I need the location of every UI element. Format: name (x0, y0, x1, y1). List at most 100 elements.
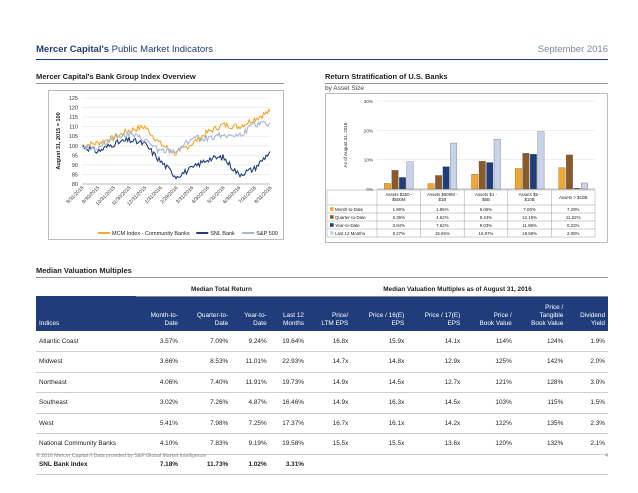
y-tick-label: 110 (69, 125, 78, 131)
bar (522, 153, 530, 190)
table-cell: 128% (514, 372, 567, 393)
table-cell: 14.9x (306, 392, 352, 414)
page-title: Mercer Capital's Public Market Indicator… (36, 44, 214, 55)
bar (471, 174, 479, 190)
table-header-row: Indices Month-to- Date Quarter-to- Date Year-… (36, 296, 608, 331)
category-label: Assets $1 -$5B (475, 192, 497, 202)
table-cell: Midwest (36, 351, 136, 373)
page-header: Mercer Capital's Public Market Indicator… (36, 44, 608, 58)
table-cell: 7.26% (180, 392, 232, 414)
bar (566, 154, 573, 190)
series-label: Month-to-Date (335, 207, 364, 212)
table-cell: 9.19% (231, 433, 270, 455)
stratification-rule (325, 83, 608, 84)
series-line (81, 135, 271, 180)
table-cell: West (36, 413, 136, 434)
table-cell: 7.25% (231, 413, 270, 434)
table-cell: 11.73% (180, 454, 232, 475)
line-chart: 125 120 115 110 105 100 95 90 85 80 August 31, 201… (56, 96, 278, 237)
y-tick-label: 115 (69, 115, 78, 121)
data-label: 9.27% (393, 231, 406, 236)
column-header: Dividend Yield (566, 296, 608, 331)
table-cell: 135% (514, 413, 567, 434)
footer: © 2016 Mercer Capital // Data provided b… (36, 453, 608, 459)
table-cell: 2.1% (566, 433, 608, 455)
data-label: 15.66% (435, 231, 450, 236)
table-cell: 7.98% (180, 413, 232, 434)
table-cell: 5.41% (136, 413, 181, 434)
data-label: 9.03% (480, 223, 493, 228)
data-table-frame (326, 189, 596, 238)
data-label: 4.62% (436, 215, 449, 220)
bar (406, 161, 414, 190)
series-label: Last 12 Months (335, 231, 366, 236)
data-label: 11.88% (522, 223, 537, 228)
table-cell: 4.10% (136, 433, 181, 455)
y-tick-label: 30% (364, 99, 373, 104)
bar (399, 177, 406, 190)
index-overview-rule (36, 83, 284, 84)
table-cell: 14.5x (351, 372, 408, 393)
data-label: 7.29% (567, 207, 580, 212)
table-cell: 15.9x (351, 331, 408, 352)
legend-swatch (330, 223, 334, 227)
y-tick-label: 80 (72, 182, 78, 188)
table-cell: 121% (463, 372, 515, 393)
bar (558, 167, 566, 190)
column-header: Price / Book Value (463, 296, 515, 331)
footer-text: © 2016 Mercer Capital // Data provided b… (36, 453, 207, 459)
table-cell: National Community Banks (36, 433, 136, 455)
stratification-title: Return Stratification of U.S. Banks (325, 72, 448, 81)
legend-swatch (330, 215, 334, 219)
column-header: Month-to- Date (136, 296, 181, 331)
table-cell: 7.09% (180, 331, 232, 352)
table-cell: 1.9% (566, 331, 608, 352)
group-total-return: Median Total Return (136, 283, 307, 297)
data-label: 6.36% (393, 215, 406, 220)
table-cell: 3.57% (136, 331, 181, 352)
bar (478, 161, 486, 190)
table-row: West 5.41% 7.98% 7.25% 17.37% 16.7x 16.1x 14.2x… (36, 413, 608, 434)
y-tick-label: 85 (72, 172, 78, 178)
table-cell (463, 454, 515, 475)
y-tick-label: 105 (69, 134, 78, 140)
table-cell: 4.06% (136, 372, 181, 393)
column-header: Price / 17(E) EPS (407, 296, 464, 331)
table-cell: 1.5% (566, 392, 608, 414)
y-axis-label: As of August 31, 2016 (343, 122, 348, 167)
table-cell: 19.73% (269, 372, 307, 393)
table-cell: 2.0% (566, 351, 608, 373)
legend-label: SNL Bank (210, 231, 235, 237)
table-row: Midwest 3.66% 8.53% 11.01% 22.93% 14.7x 14.8x 1… (36, 351, 608, 373)
legend-swatch (330, 231, 334, 235)
table-cell: 3.02% (136, 392, 181, 414)
series-line (81, 120, 271, 156)
table-cell: 17.37% (269, 413, 307, 434)
bar (537, 131, 545, 190)
table-cell: 4.87% (231, 392, 270, 414)
table-cell: 8.53% (180, 351, 232, 373)
column-header: Price/LTM EPS (306, 296, 352, 331)
table-row: Northeast 4.06% 7.40% 11.91% 19.73% 14.9x 14.5… (36, 372, 608, 393)
column-header: Price / Tangible Book Value (514, 296, 567, 331)
header-rule (36, 59, 608, 60)
bar (427, 183, 435, 190)
table-cell: 14.2x (407, 413, 464, 434)
table-cell: 22.93% (269, 351, 307, 373)
table-cell: 7.18% (136, 454, 181, 475)
table-row: Atlantic Coast 3.57% 7.09% 9.24% 19.64% 16.8x… (36, 331, 608, 352)
table-row: National Community Banks 4.10% 7.83% 9.19% 1… (36, 433, 608, 455)
table-cell (351, 454, 408, 475)
table-cell: 12.9x (407, 351, 464, 373)
table-cell: Atlantic Coast (36, 331, 136, 352)
table-cell: 14.7x (306, 351, 352, 373)
data-label: 1.85% (436, 207, 449, 212)
y-tick-label: 20% (364, 128, 373, 133)
table-cell: 16.1x (351, 413, 408, 434)
table-cell: 1.02% (231, 454, 270, 475)
table-cell: 3.0% (566, 372, 608, 393)
table-cell: 114% (463, 331, 515, 352)
table-cell: Northeast (36, 372, 136, 393)
table-cell (514, 454, 567, 475)
bar (581, 182, 588, 190)
